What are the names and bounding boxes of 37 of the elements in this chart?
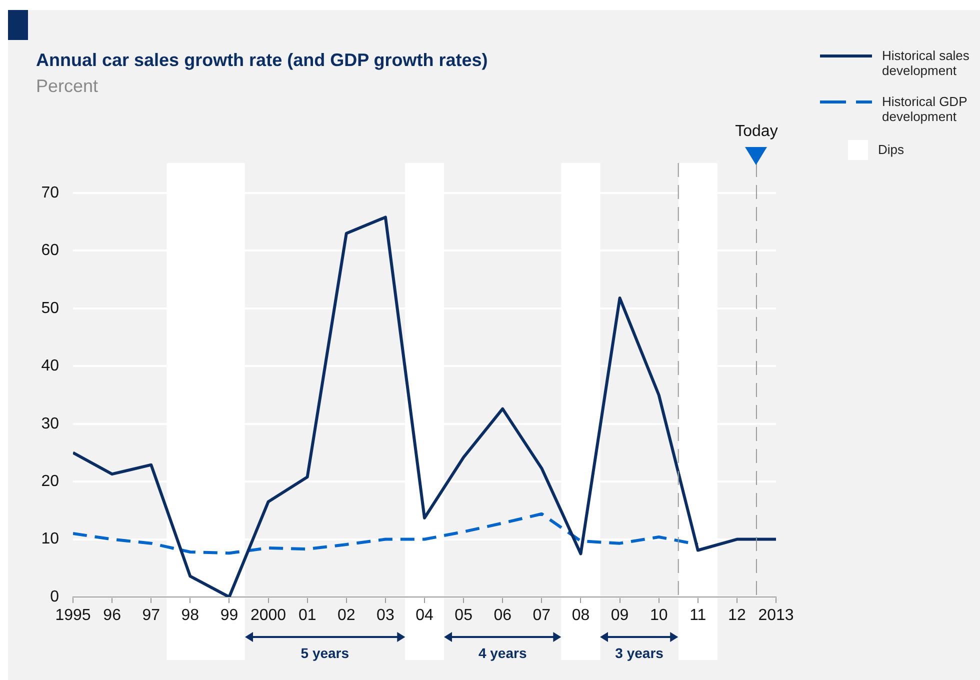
text: 5 years — [300, 645, 350, 661]
text: 3 years — [615, 645, 664, 661]
legend-label: Historical sales development — [882, 48, 970, 78]
y-tick-label: 0 — [50, 588, 60, 606]
x-tick-label: 1995 — [55, 607, 91, 624]
y-tick-label: 70 — [41, 184, 60, 202]
x-tick-label: 03 — [376, 607, 394, 624]
x-tick-label: 2000 — [250, 607, 286, 624]
x-tick-label: 07 — [532, 607, 551, 624]
text: 4 years — [478, 645, 527, 661]
legend-label: Historical GDP development — [882, 94, 968, 124]
x-tick-label: 01 — [298, 607, 316, 624]
x-tick-label: 04 — [416, 607, 434, 624]
y-tick-label: 10 — [41, 530, 60, 548]
y-tick-label: 60 — [41, 242, 60, 260]
y-tick-label: 30 — [41, 415, 60, 432]
x-tick-label: 98 — [181, 607, 200, 624]
y-tick-label: 40 — [41, 358, 60, 375]
chart-title: Annual car sales growth rate (and GDP growth rates) — [36, 50, 488, 71]
x-tick-label: 11 — [690, 607, 706, 624]
chart-subtitle: Percent — [36, 76, 98, 97]
x-tick-label: 09 — [610, 607, 629, 624]
x-tick-label: 12 — [728, 607, 746, 624]
ref-line-label: Today — [735, 123, 778, 141]
x-tick-label: 97 — [142, 607, 160, 624]
x-tick-label: 06 — [494, 607, 512, 624]
x-tick-label: 96 — [103, 607, 122, 624]
y-tick-label: 20 — [41, 472, 60, 490]
y-tick-label: 50 — [41, 300, 60, 317]
x-tick-label: 2013 — [758, 607, 794, 624]
x-tick-label: 08 — [572, 607, 590, 624]
x-tick-label: 99 — [220, 607, 238, 624]
legend-label: Dips — [878, 141, 904, 159]
line-series — [73, 512, 700, 555]
x-tick-label: 05 — [454, 607, 473, 624]
x-tick-label: 02 — [337, 607, 356, 624]
x-tick-label: 10 — [650, 607, 668, 624]
